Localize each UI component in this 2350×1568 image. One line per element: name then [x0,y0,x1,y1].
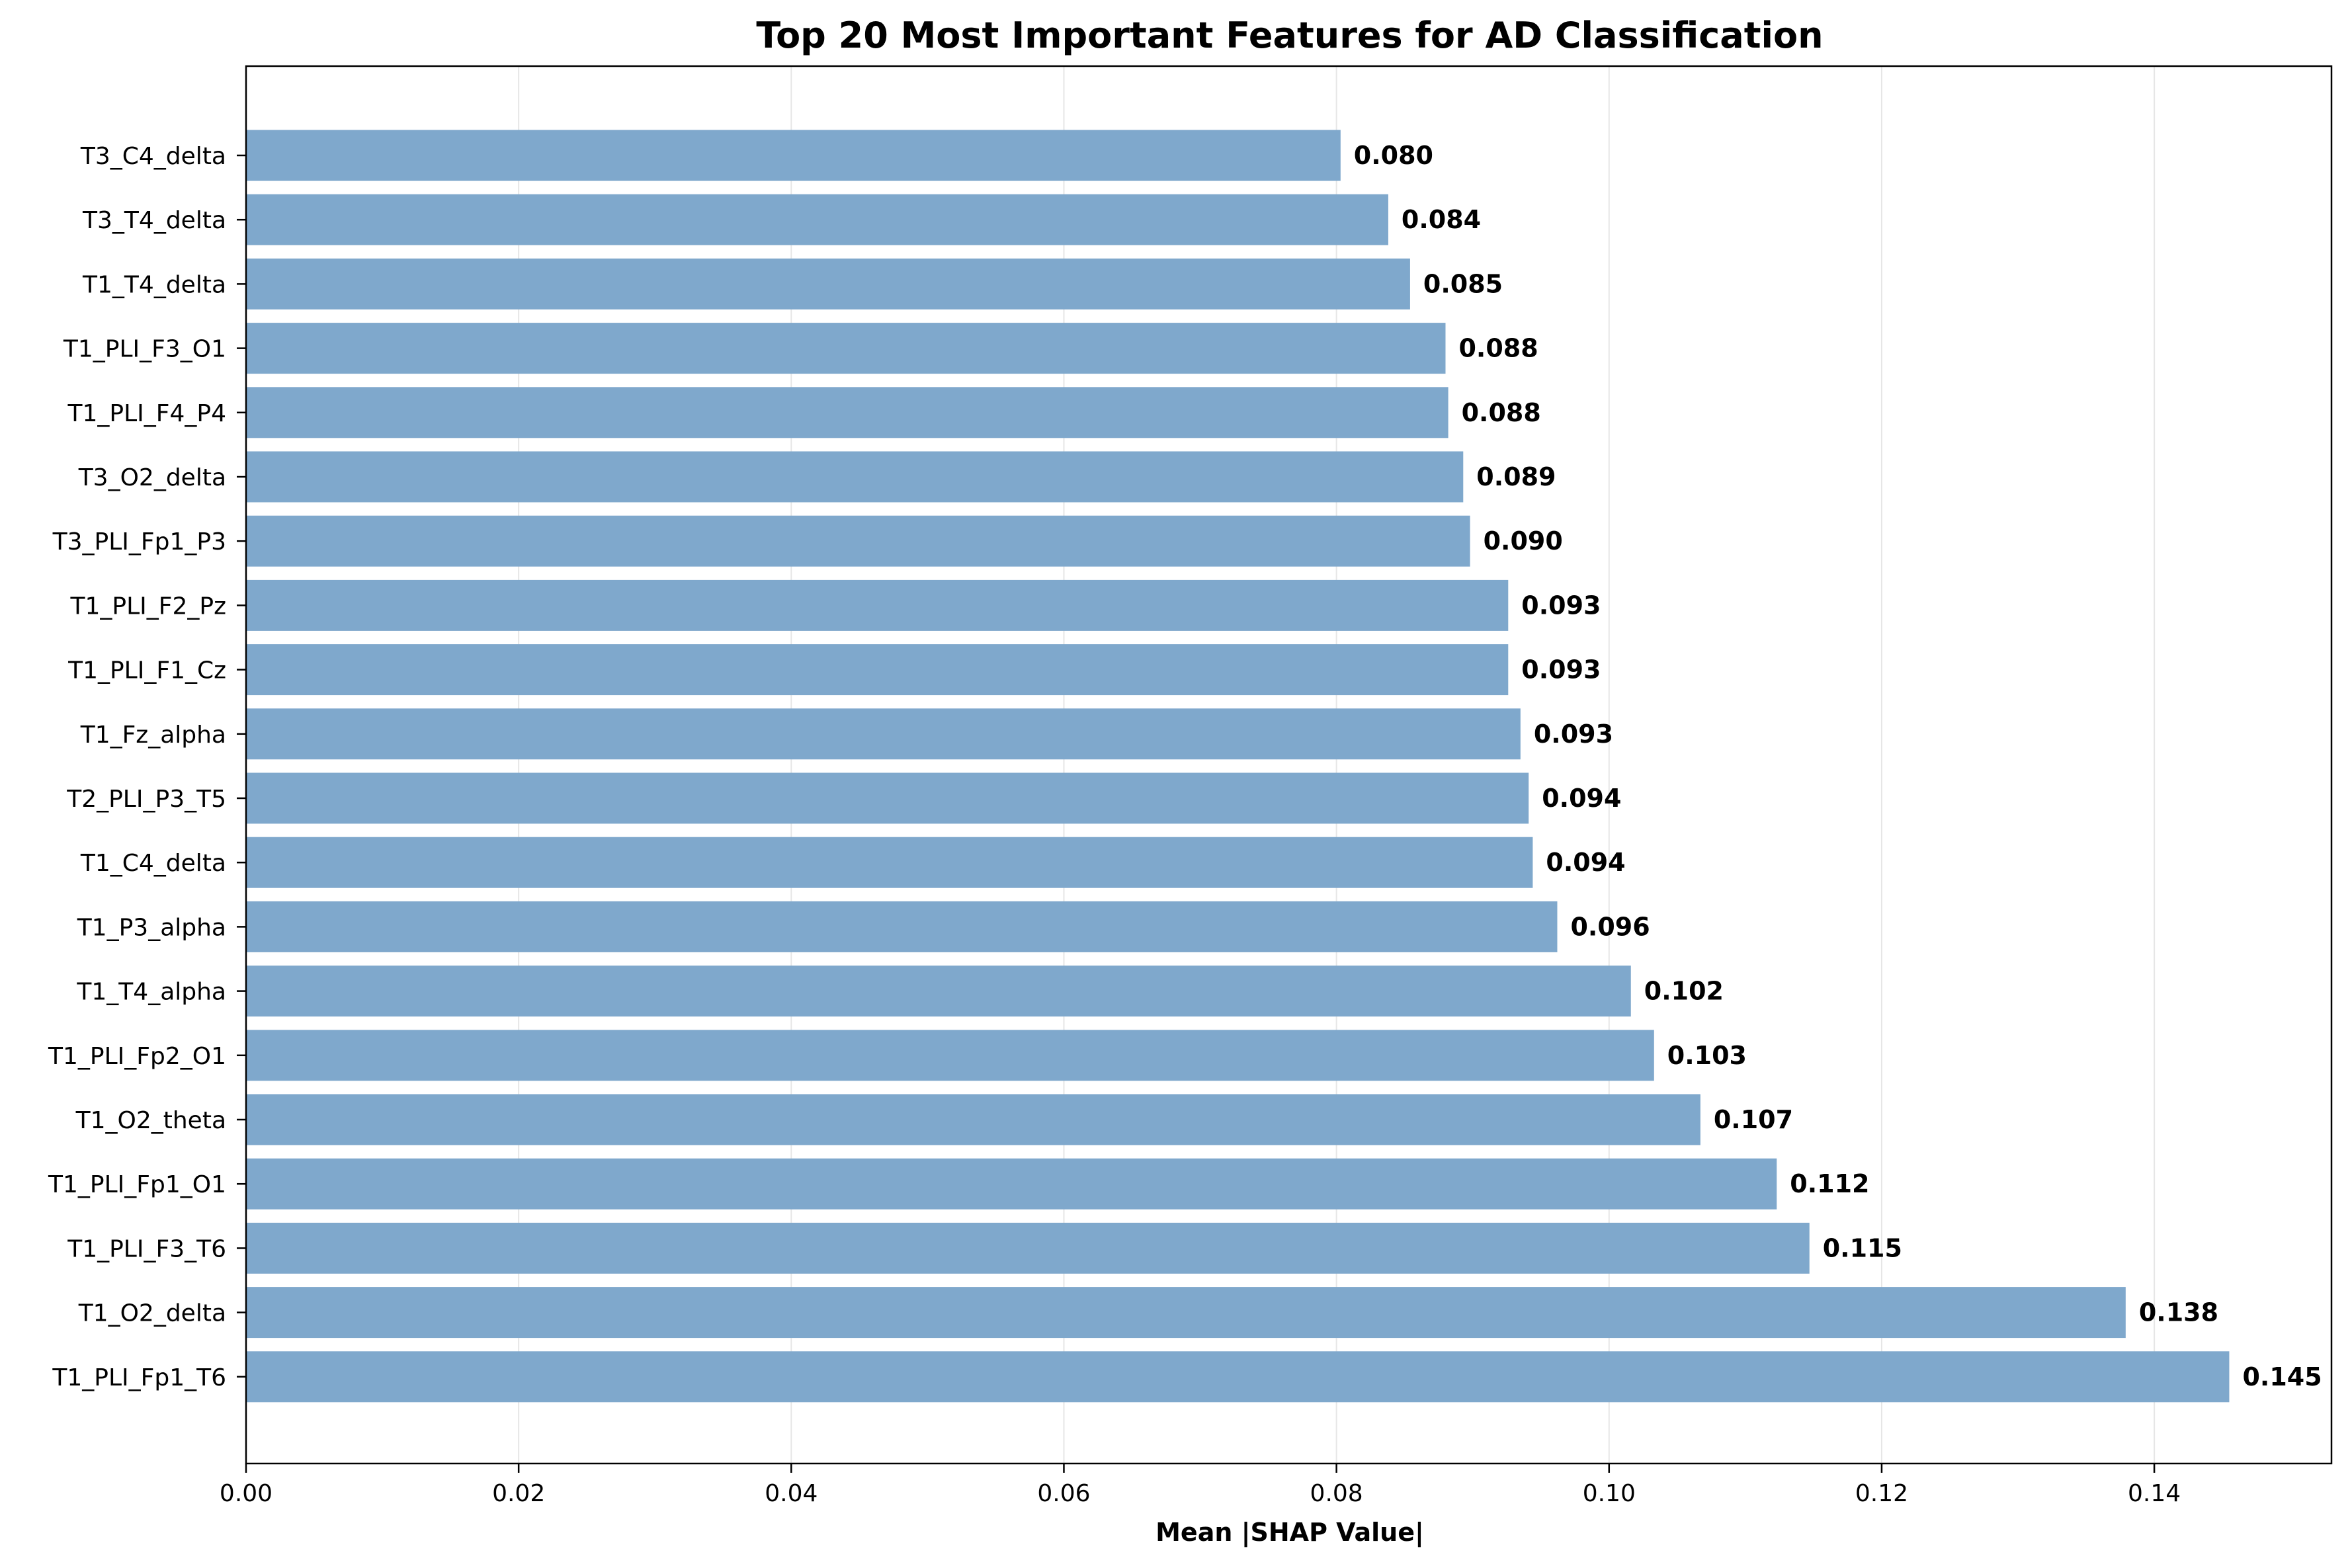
bar [246,1222,1810,1274]
x-tick-label: 0.14 [2128,1480,2181,1507]
bar [246,966,1631,1017]
bar [246,258,1410,309]
bar [246,387,1448,438]
y-tick-label: T1_O2_delta [78,1300,226,1327]
axis-frame [245,65,2333,1465]
bar-value-label: 0.093 [1521,655,1601,684]
bar-value-label: 0.112 [1790,1169,1869,1198]
bar-value-label: 0.093 [1534,720,1613,749]
bar-value-label: 0.102 [1644,977,1724,1006]
y-tick-label: T1_PLI_F4_P4 [67,400,226,427]
y-tick-label: T1_T4_delta [82,271,226,298]
y-tick-label: T3_C4_delta [80,143,226,170]
bar [246,451,1464,503]
bar-value-label: 0.145 [2242,1362,2322,1391]
bar-value-label: 0.103 [1667,1041,1747,1070]
bar [246,323,1446,374]
value-labels: 0.080 0.084 0.085 0.088 0.088 0.089 0.090 0.093… [1354,141,2322,1391]
bar-value-label: 0.088 [1462,398,1541,427]
bar-value-label: 0.085 [1423,269,1503,298]
y-tick-label: T1_PLI_F1_Cz [67,657,226,684]
bar [246,1287,2126,1339]
x-tick-label: 0.00 [220,1480,273,1507]
x-axis-label: Mean |SHAP Value| [1155,1518,1424,1547]
y-tick-label: T1_T4_alpha [76,979,226,1006]
bar [246,130,1341,181]
y-tick-label: T1_PLI_F3_T6 [67,1235,226,1262]
bar-value-label: 0.093 [1521,591,1601,620]
x-tick-label: 0.02 [492,1480,545,1507]
y-tick-label: T1_P3_alpha [77,914,226,941]
x-axis-ticks: 0.00 0.02 0.04 0.06 0.08 0.10 0.12 0.14 [220,1464,2181,1507]
bar-value-label: 0.080 [1354,141,1433,170]
y-tick-label: T1_PLI_Fp1_T6 [52,1364,226,1391]
bar-value-label: 0.084 [1402,205,1481,234]
bar [246,1094,1700,1145]
y-tick-label: T1_PLI_Fp1_O1 [48,1171,226,1198]
y-tick-label: T1_C4_delta [80,850,226,877]
bar [246,901,1558,952]
bar [246,644,1509,696]
y-tick-label: T2_PLI_P3_T5 [66,786,226,813]
bar-value-label: 0.115 [1823,1233,1902,1262]
bar-value-label: 0.090 [1484,526,1563,556]
bar [246,515,1470,567]
bar-value-label: 0.096 [1570,912,1650,941]
x-tick-label: 0.06 [1037,1480,1090,1507]
chart-title: Top 20 Most Important Features for AD Cl… [756,15,1823,56]
bar-value-label: 0.107 [1714,1105,1793,1134]
y-tick-label: T3_T4_delta [82,207,226,234]
y-axis-ticks: T3_C4_delta T3_T4_delta T1_T4_delta T1_PLI_… [48,143,246,1391]
bar-value-label: 0.088 [1458,334,1538,363]
x-tick-label: 0.10 [1583,1480,1636,1507]
y-tick-label: T1_PLI_F2_Pz [70,593,227,620]
y-tick-label: T3_PLI_Fp1_P3 [52,528,226,556]
y-tick-label: T1_Fz_alpha [80,722,226,749]
bar [246,772,1529,824]
y-tick-label: T1_PLI_Fp2_O1 [48,1043,226,1070]
x-tick-label: 0.04 [765,1480,818,1507]
bar [246,1158,1777,1210]
y-tick-label: T3_O2_delta [78,464,226,491]
bar-value-label: 0.138 [2139,1298,2218,1327]
bar [246,194,1388,245]
bar [246,708,1521,760]
x-tick-label: 0.12 [1855,1480,1908,1507]
x-tick-label: 0.08 [1310,1480,1363,1507]
bar [246,837,1533,888]
bar [246,1030,1654,1081]
bar-value-label: 0.089 [1476,462,1556,491]
bar-value-label: 0.094 [1546,848,1625,877]
bar [246,579,1509,631]
bars [246,130,2230,1403]
y-tick-label: T1_O2_theta [75,1107,226,1134]
bar [246,1351,2230,1403]
y-tick-label: T1_PLI_F3_O1 [63,336,226,363]
bar-value-label: 0.094 [1542,784,1621,813]
